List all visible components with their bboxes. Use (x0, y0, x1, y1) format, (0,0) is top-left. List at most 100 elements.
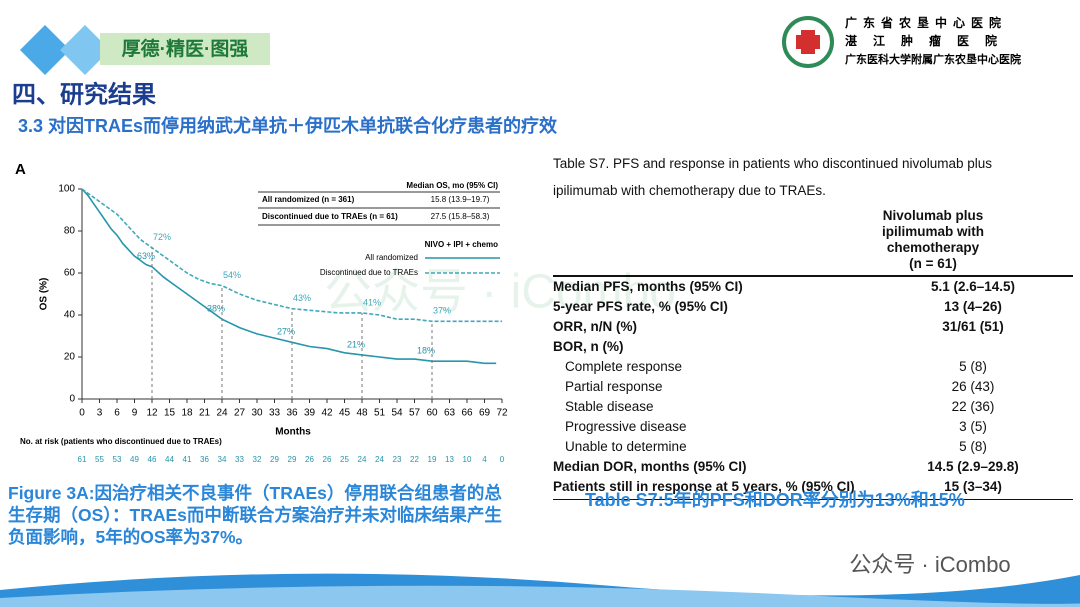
median-row-value: 27.5 (15.8–58.3) (431, 212, 490, 221)
at-risk-count: 0 (500, 455, 505, 464)
at-risk-count: 36 (200, 455, 209, 464)
x-tick-label: 72 (496, 408, 508, 419)
at-risk-count: 4 (482, 455, 487, 464)
median-row-label: Discontinued due to TRAEs (n = 61) (262, 212, 398, 221)
at-risk-label: No. at risk (patients who discontinued d… (20, 437, 222, 446)
x-tick-label: 15 (164, 408, 176, 419)
table-row: Complete response 5 (8) (553, 357, 1073, 377)
x-tick-label: 51 (374, 408, 386, 419)
row-value: 15 (3–34) (944, 479, 1002, 494)
table-row: 5-year PFS rate, % (95% CI) 13 (4–26) (553, 297, 1073, 317)
x-tick-label: 66 (461, 408, 473, 419)
at-risk-count: 22 (410, 455, 419, 464)
landmark-label: 41% (363, 297, 381, 307)
table-row: Patients still in response at 5 years, %… (553, 477, 1073, 497)
table-row: BOR, n (%) (553, 337, 1073, 357)
hospital-logo (782, 16, 834, 68)
x-tick-label: 33 (269, 408, 281, 419)
row-label: ORR, n/N (%) (553, 319, 637, 334)
x-tick-label: 54 (391, 408, 403, 419)
row-value: 31/61 (51) (942, 319, 1004, 334)
x-tick-label: 18 (181, 408, 193, 419)
row-value: 26 (43) (951, 379, 995, 394)
row-value: 5 (8) (959, 359, 987, 374)
watermark: 公众号 · iCombo (324, 266, 676, 319)
landmark-label: 37% (433, 306, 451, 316)
row-value: 3 (5) (959, 419, 987, 434)
table-row: Progressive disease 3 (5) (553, 417, 1073, 437)
x-tick-label: 27 (234, 408, 246, 419)
y-tick-label: 60 (64, 268, 76, 279)
x-axis-label: Months (275, 427, 311, 438)
row-value: 13 (4–26) (944, 299, 1002, 314)
x-tick-label: 12 (146, 408, 158, 419)
hospital-name: 广东省农垦中心医院 (845, 15, 1007, 30)
table-caption: Table S7:5年的PFS和DOR率分别为13%和15% (585, 490, 965, 510)
at-risk-count: 24 (375, 455, 384, 464)
x-tick-label: 36 (286, 408, 298, 419)
landmark-label: 63% (137, 251, 155, 261)
table-row: Median PFS, months (95% CI) 5.1 (2.6–14.5… (553, 277, 1073, 297)
row-value: 14.5 (2.9–29.8) (927, 459, 1019, 474)
row-label: Median DOR, months (95% CI) (553, 459, 747, 474)
decor-diamond (20, 25, 70, 75)
column-header-text: Nivolumab plus ipilimumab with chemother… (881, 208, 984, 255)
row-label: Unable to determine (565, 439, 687, 454)
x-tick-label: 45 (339, 408, 351, 419)
survival-curve (81, 188, 502, 323)
table-row: Unable to determine 5 (8) (553, 437, 1073, 457)
x-tick-label: 60 (426, 408, 438, 419)
row-label: Patients still in response at 5 years, %… (553, 479, 855, 494)
at-risk-count: 10 (463, 455, 472, 464)
y-tick-label: 80 (64, 226, 76, 237)
y-tick-label: 40 (64, 310, 76, 321)
row-label: 5-year PFS rate, % (95% CI) (553, 299, 728, 314)
at-risk-count: 26 (305, 455, 314, 464)
at-risk-count: 61 (78, 455, 87, 464)
hospital-name: 广东医科大学附属广东农垦中心医院 (845, 52, 1021, 66)
motto: 厚德·精医·图强 (122, 37, 249, 60)
at-risk-count: 46 (148, 455, 157, 464)
table-row: Stable disease 22 (36) (553, 397, 1073, 417)
table-rule (553, 499, 1073, 500)
row-label: BOR, n (%) (553, 339, 624, 354)
hospital-name: 湛江肿瘤医院 (845, 33, 1013, 48)
row-value: 5.1 (2.6–14.5) (930, 279, 1016, 294)
x-tick-label: 0 (79, 408, 85, 419)
x-tick-label: 63 (444, 408, 456, 419)
x-tick-label: 69 (479, 408, 491, 419)
table-row: Partial response 26 (43) (553, 377, 1073, 397)
survival-curve (81, 188, 497, 365)
landmark-label: 72% (153, 232, 171, 242)
at-risk-count: 55 (95, 455, 104, 464)
x-tick-label: 21 (199, 408, 211, 419)
footer-wave (0, 585, 1080, 607)
x-tick-label: 57 (409, 408, 421, 419)
y-axis-label: OS (%) (39, 278, 50, 311)
motto-banner (100, 33, 270, 65)
median-row-value: 15.8 (13.9–19.7) (431, 195, 490, 204)
y-tick-label: 100 (58, 184, 75, 195)
at-risk-count: 32 (253, 455, 262, 464)
median-table-header: Median OS, mo (95% CI) (406, 181, 498, 190)
row-value: 22 (36) (951, 399, 995, 414)
landmark-label: 27% (277, 327, 295, 337)
x-tick-label: 3 (97, 408, 103, 419)
at-risk-count: 49 (130, 455, 139, 464)
subtitle: 3.3 对因TRAEs而停用纳武尤单抗＋伊匹木单抗联合化疗患者的疗效 (18, 115, 558, 136)
median-row-label: All randomized (n = 361) (262, 195, 355, 204)
row-label: Partial response (565, 379, 663, 394)
at-risk-count: 44 (165, 455, 174, 464)
footer-watermark: 公众号 · iCombo (849, 552, 1010, 577)
x-tick-label: 39 (304, 408, 316, 419)
logo-cross (796, 35, 820, 49)
row-value: 5 (8) (959, 439, 987, 454)
x-tick-label: 9 (132, 408, 138, 419)
y-tick-label: 0 (69, 394, 75, 405)
table-body: Median PFS, months (95% CI) 5.1 (2.6–14.5… (553, 275, 1073, 497)
row-label: Complete response (565, 359, 683, 374)
panel-label: A (15, 161, 26, 178)
table-row: ORR, n/N (%) 31/61 (51) (553, 317, 1073, 337)
